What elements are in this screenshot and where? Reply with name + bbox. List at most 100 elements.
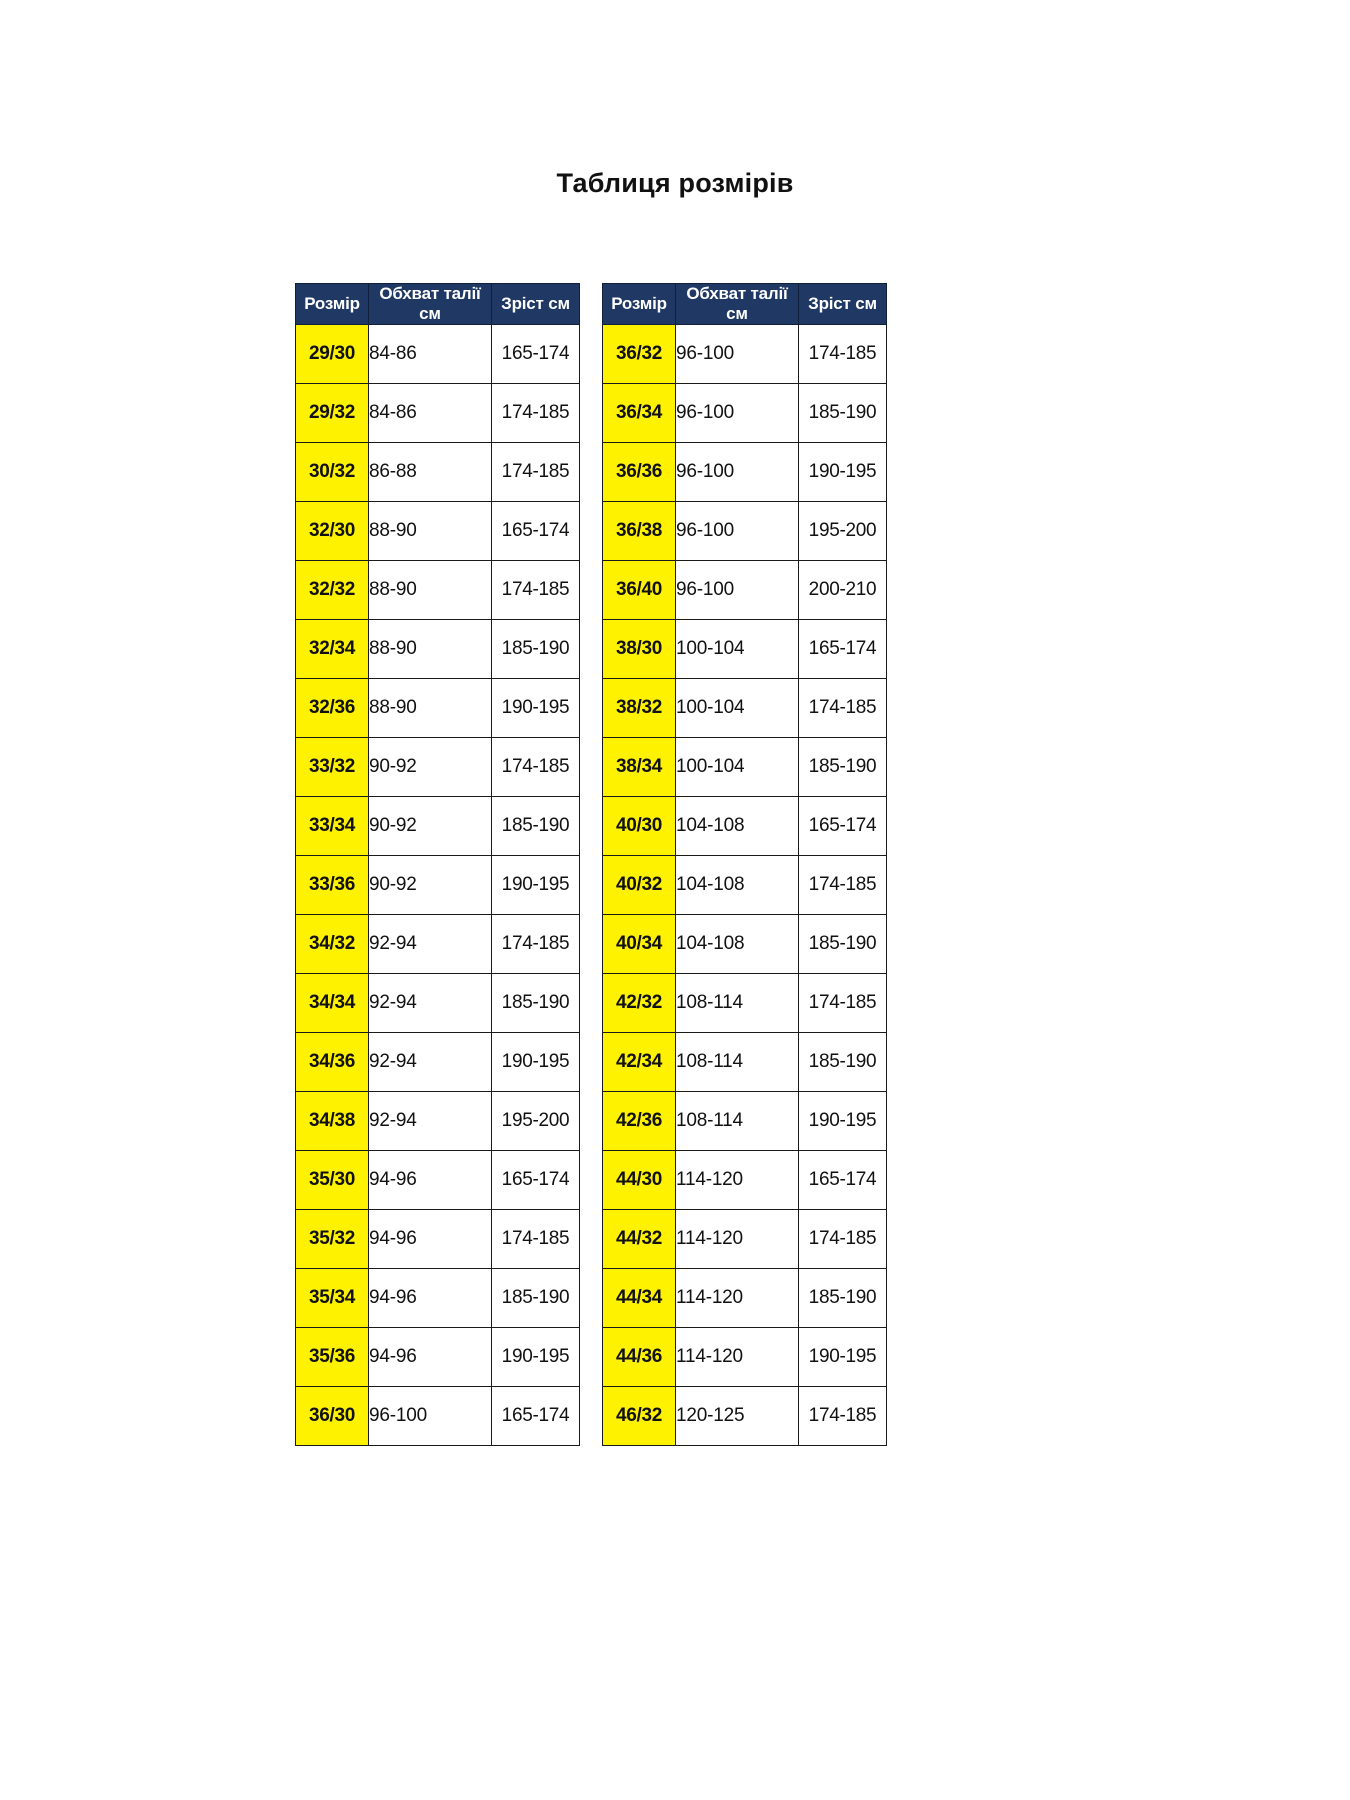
cell-waist: 120-125 — [675, 1386, 799, 1446]
cell-size: 35/36 — [295, 1327, 369, 1387]
header-size: Розмір — [295, 283, 369, 325]
cell-size: 38/30 — [602, 619, 676, 679]
cell-waist: 88-90 — [368, 678, 492, 738]
cell-waist: 94-96 — [368, 1150, 492, 1210]
page-title: Таблиця розмірів — [556, 168, 794, 198]
cell-size: 33/36 — [295, 855, 369, 915]
cell-waist: 96-100 — [368, 1386, 492, 1446]
cell-height: 185-190 — [491, 973, 580, 1033]
cell-size: 34/38 — [295, 1091, 369, 1151]
table-row: 34/34 92-94 185-190 — [295, 973, 580, 1033]
cell-waist: 108-114 — [675, 1091, 799, 1151]
cell-waist: 114-120 — [675, 1327, 799, 1387]
table-row: 34/38 92-94 195-200 — [295, 1091, 580, 1151]
table-row: 36/30 96-100 165-174 — [295, 1386, 580, 1446]
cell-height: 190-195 — [491, 1032, 580, 1092]
table-row: 38/34 100-104 185-190 — [602, 737, 887, 797]
cell-waist: 96-100 — [675, 442, 799, 502]
table-row: 35/36 94-96 190-195 — [295, 1327, 580, 1387]
cell-waist: 100-104 — [675, 619, 799, 679]
cell-waist: 96-100 — [675, 560, 799, 620]
cell-size: 36/30 — [295, 1386, 369, 1446]
cell-size: 44/30 — [602, 1150, 676, 1210]
cell-waist: 92-94 — [368, 1091, 492, 1151]
cell-waist: 84-86 — [368, 324, 492, 384]
cell-waist: 84-86 — [368, 383, 492, 443]
table-row: 40/32 104-108 174-185 — [602, 855, 887, 915]
table-row: 36/36 96-100 190-195 — [602, 442, 887, 502]
cell-waist: 92-94 — [368, 973, 492, 1033]
cell-size: 32/34 — [295, 619, 369, 679]
table-row: 32/36 88-90 190-195 — [295, 678, 580, 738]
cell-height: 190-195 — [798, 442, 887, 502]
cell-height: 190-195 — [491, 1327, 580, 1387]
cell-height: 174-185 — [491, 383, 580, 443]
cell-size: 34/32 — [295, 914, 369, 974]
table-row: 32/30 88-90 165-174 — [295, 501, 580, 561]
cell-waist: 90-92 — [368, 855, 492, 915]
table-row: 29/32 84-86 174-185 — [295, 383, 580, 443]
table-row: 40/30 104-108 165-174 — [602, 796, 887, 856]
header-row: Розмір Обхват талії см Зріст см — [295, 283, 580, 325]
cell-size: 44/32 — [602, 1209, 676, 1269]
table-row: 38/32 100-104 174-185 — [602, 678, 887, 738]
table-row: 44/36 114-120 190-195 — [602, 1327, 887, 1387]
cell-waist: 94-96 — [368, 1209, 492, 1269]
size-table-right: Розмір Обхват талії см Зріст см 36/32 96-… — [602, 283, 887, 1446]
table-row: 33/36 90-92 190-195 — [295, 855, 580, 915]
cell-size: 42/36 — [602, 1091, 676, 1151]
cell-size: 33/32 — [295, 737, 369, 797]
cell-size: 36/34 — [602, 383, 676, 443]
table-row: 44/32 114-120 174-185 — [602, 1209, 887, 1269]
cell-height: 165-174 — [798, 1150, 887, 1210]
cell-height: 185-190 — [798, 737, 887, 797]
header-height: Зріст см — [798, 283, 887, 325]
cell-height: 185-190 — [491, 619, 580, 679]
cell-waist: 108-114 — [675, 1032, 799, 1092]
cell-waist: 100-104 — [675, 678, 799, 738]
cell-size: 40/30 — [602, 796, 676, 856]
table-header-right: Розмір Обхват талії см Зріст см — [602, 283, 887, 325]
cell-height: 174-185 — [491, 914, 580, 974]
cell-size: 38/34 — [602, 737, 676, 797]
cell-height: 185-190 — [798, 1268, 887, 1328]
cell-waist: 92-94 — [368, 914, 492, 974]
cell-height: 185-190 — [798, 914, 887, 974]
cell-size: 32/32 — [295, 560, 369, 620]
table-row: 30/32 86-88 174-185 — [295, 442, 580, 502]
header-waist: Обхват талії см — [368, 283, 492, 325]
cell-height: 195-200 — [491, 1091, 580, 1151]
cell-waist: 90-92 — [368, 737, 492, 797]
cell-height: 165-174 — [491, 501, 580, 561]
cell-waist: 104-108 — [675, 855, 799, 915]
cell-height: 174-185 — [798, 678, 887, 738]
cell-size: 40/32 — [602, 855, 676, 915]
cell-waist: 100-104 — [675, 737, 799, 797]
table-row: 46/32 120-125 174-185 — [602, 1386, 887, 1446]
cell-height: 185-190 — [798, 1032, 887, 1092]
table-row: 36/32 96-100 174-185 — [602, 324, 887, 384]
cell-waist: 88-90 — [368, 560, 492, 620]
cell-size: 36/36 — [602, 442, 676, 502]
cell-waist: 96-100 — [675, 324, 799, 384]
cell-height: 190-195 — [491, 678, 580, 738]
cell-waist: 104-108 — [675, 914, 799, 974]
cell-size: 36/32 — [602, 324, 676, 384]
table-header-left: Розмір Обхват талії см Зріст см — [295, 283, 580, 325]
header-height: Зріст см — [491, 283, 580, 325]
cell-height: 165-174 — [491, 324, 580, 384]
table-body-left: 29/30 84-86 165-174 29/32 84-86 174-185 30/32 8… — [295, 324, 580, 1446]
cell-height: 195-200 — [798, 501, 887, 561]
cell-waist: 114-120 — [675, 1209, 799, 1269]
cell-height: 174-185 — [491, 737, 580, 797]
table-row: 36/38 96-100 195-200 — [602, 501, 887, 561]
cell-height: 190-195 — [798, 1327, 887, 1387]
header-row: Розмір Обхват талії см Зріст см — [602, 283, 887, 325]
cell-waist: 114-120 — [675, 1150, 799, 1210]
cell-waist: 92-94 — [368, 1032, 492, 1092]
cell-height: 174-185 — [798, 1209, 887, 1269]
cell-waist: 104-108 — [675, 796, 799, 856]
table-row: 35/30 94-96 165-174 — [295, 1150, 580, 1210]
cell-size: 29/30 — [295, 324, 369, 384]
table-row: 44/30 114-120 165-174 — [602, 1150, 887, 1210]
